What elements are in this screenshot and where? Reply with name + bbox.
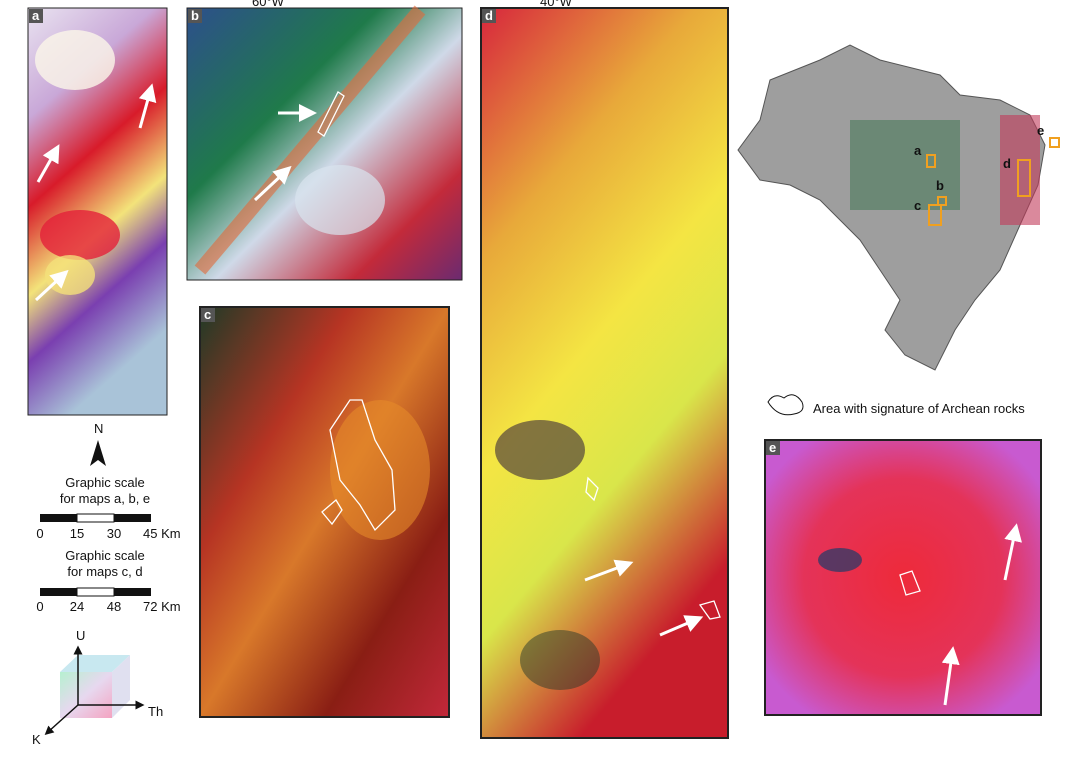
panel-label: e — [769, 440, 776, 455]
scale-title: for maps c, d — [67, 564, 142, 579]
scale-tick: 15 — [70, 526, 84, 541]
panel-label: a — [32, 8, 40, 23]
axis-label: K — [32, 732, 41, 747]
inset-label: a — [914, 143, 922, 158]
panel-label: b — [191, 8, 199, 23]
scale-title: Graphic scale — [65, 475, 144, 490]
north-label: N — [94, 421, 103, 436]
panel-c: c — [199, 306, 450, 718]
axis-label: Th — [148, 704, 163, 719]
location-map: a b c d e — [737, 44, 1060, 371]
legend-text: Area with signature of Archean rocks — [813, 401, 1025, 416]
north-arrow: N — [90, 421, 106, 466]
scale-title: for maps a, b, e — [60, 491, 150, 506]
scale-tick: 0 — [36, 526, 43, 541]
panel-d: d 40°W — [480, 0, 729, 739]
meridian-label: 40°W — [540, 0, 573, 9]
legend: Area with signature of Archean rocks — [767, 394, 1025, 416]
inset-label: c — [914, 198, 921, 213]
scale-tick: 45 Km — [143, 526, 181, 541]
panel-label: d — [485, 8, 493, 23]
inset-label: b — [936, 178, 944, 193]
inset-label: e — [1037, 123, 1044, 138]
scale-tick: 30 — [107, 526, 121, 541]
panel-label: c — [204, 307, 211, 322]
scale-tick: 0 — [36, 599, 43, 614]
scale-tick: 48 — [107, 599, 121, 614]
scale-1: Graphic scale for maps a, b, e 0 15 30 4… — [36, 475, 180, 541]
scale-tick: 72 Km — [143, 599, 181, 614]
rgb-cube: U Th K — [32, 628, 163, 747]
panel-e: e — [764, 439, 1042, 716]
axis-label: U — [76, 628, 85, 643]
panel-a: a — [27, 7, 168, 416]
scale-title: Graphic scale — [65, 548, 144, 563]
panel-b: b 60°W — [186, 0, 463, 281]
scale-tick: 24 — [70, 599, 84, 614]
meridian-label: 60°W — [252, 0, 285, 9]
scale-2: Graphic scale for maps c, d 0 24 48 72 K… — [36, 548, 180, 614]
inset-label: d — [1003, 156, 1011, 171]
